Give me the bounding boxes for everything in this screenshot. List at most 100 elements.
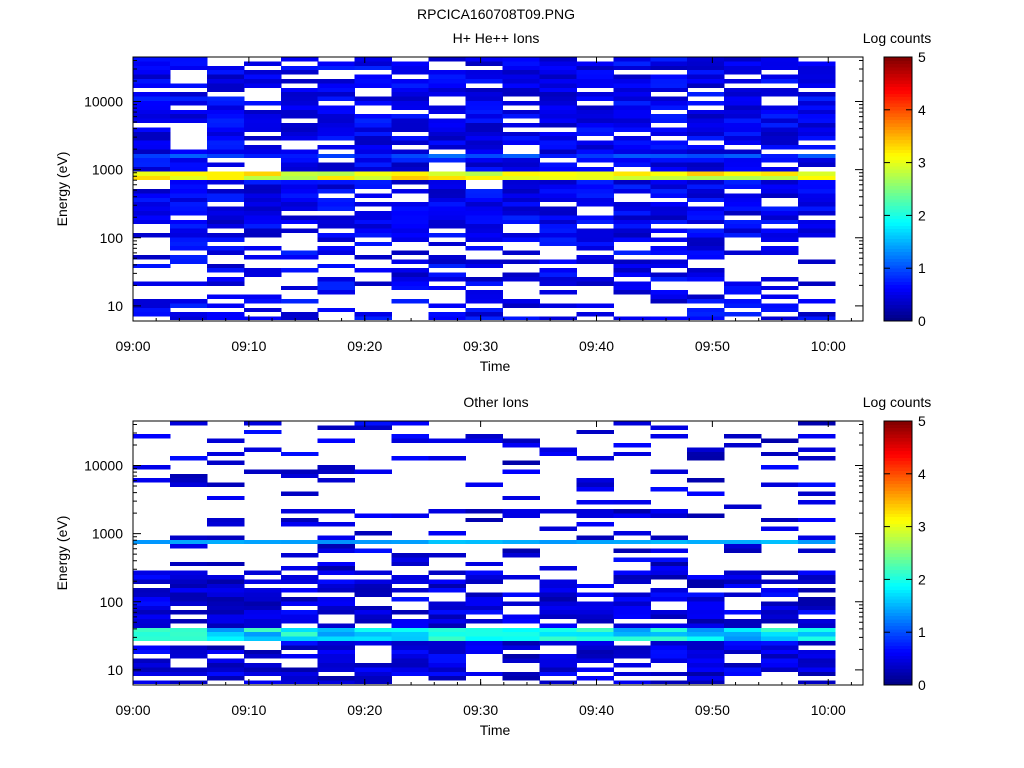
heatmap-cell xyxy=(613,592,651,597)
heatmap-cell xyxy=(465,162,503,167)
colorbar-segment xyxy=(884,198,912,203)
heatmap-cell xyxy=(391,513,430,518)
heatmap-cell xyxy=(539,671,577,677)
heatmap-cell xyxy=(280,250,319,255)
heatmap-cell xyxy=(650,623,688,628)
heatmap-cell xyxy=(576,654,614,659)
heatmap-cell xyxy=(169,158,208,163)
heatmap-cell xyxy=(280,215,319,220)
heatmap-cell xyxy=(428,570,467,575)
heatmap-cell xyxy=(539,105,577,110)
colorbar-segment xyxy=(884,661,912,666)
heatmap-cell xyxy=(724,211,762,216)
heatmap-cell xyxy=(280,553,319,558)
heatmap-cell xyxy=(502,303,540,308)
heatmap-cell xyxy=(317,667,356,672)
colorbar-segment xyxy=(884,80,912,84)
heatmap-cell xyxy=(724,667,762,672)
colorbar-segment xyxy=(884,235,912,239)
heatmap-cell xyxy=(206,583,245,589)
heatmap-cell xyxy=(465,114,503,119)
heatmap-cell xyxy=(280,87,319,93)
heatmap-cell xyxy=(354,610,393,615)
heatmap-cell xyxy=(391,206,430,211)
heatmap-cell xyxy=(317,184,356,189)
heatmap-cell xyxy=(243,619,282,624)
heatmap-cell xyxy=(539,627,577,633)
heatmap-cell xyxy=(280,285,319,291)
heatmap-cell xyxy=(428,83,467,88)
heatmap-cell xyxy=(391,61,430,66)
heatmap-cell xyxy=(133,579,171,584)
heatmap-cell xyxy=(502,83,540,88)
heatmap-cell xyxy=(354,425,393,430)
heatmap-cell xyxy=(354,676,393,681)
heatmap-cell xyxy=(724,671,762,677)
x-tick-label: 09:50 xyxy=(695,702,730,718)
heatmap-cell xyxy=(687,184,725,189)
heatmap-cell xyxy=(576,539,614,545)
y-axis-label: Energy (eV) xyxy=(54,516,70,591)
heatmap-cell xyxy=(724,65,762,71)
heatmap-cell xyxy=(133,74,171,79)
heatmap-cell xyxy=(724,570,762,575)
heatmap-cell xyxy=(206,667,245,672)
heatmap-cell xyxy=(317,539,356,545)
colorbar-segment xyxy=(884,96,912,101)
heatmap-cell xyxy=(798,575,836,580)
heatmap-cell xyxy=(576,118,614,123)
heatmap-cell xyxy=(724,197,762,203)
heatmap-cell xyxy=(798,197,836,203)
heatmap-cell xyxy=(280,57,319,62)
colorbar-segment xyxy=(884,195,912,200)
heatmap-cell xyxy=(613,175,651,181)
heatmap-cell xyxy=(133,83,171,88)
heatmap-cell xyxy=(539,136,577,141)
heatmap-cell xyxy=(280,149,319,154)
heatmap-cell xyxy=(576,193,614,198)
heatmap-cell xyxy=(687,145,725,150)
heatmap-cell xyxy=(613,158,651,163)
heatmap-cell xyxy=(502,259,540,264)
heatmap-cell xyxy=(724,193,762,198)
heatmap-cell xyxy=(354,627,393,633)
heatmap-cell xyxy=(650,654,688,659)
heatmap-cell xyxy=(428,623,467,628)
heatmap-cell xyxy=(280,158,319,163)
heatmap-cell xyxy=(502,153,540,159)
heatmap-cell xyxy=(391,189,430,194)
x-tick-label: 09:20 xyxy=(347,702,382,718)
heatmap-cell xyxy=(206,592,245,597)
heatmap-cell xyxy=(613,268,651,273)
heatmap-cell xyxy=(465,561,503,567)
x-tick-label: 09:00 xyxy=(115,338,150,354)
heatmap-cell xyxy=(428,189,467,194)
colorbar-segment xyxy=(884,430,912,435)
heatmap-cell xyxy=(169,65,208,71)
heatmap-cell xyxy=(724,539,762,545)
colorbar-segment xyxy=(884,549,912,554)
colorbar-segment xyxy=(884,103,912,107)
colorbar-segment xyxy=(884,635,912,640)
heatmap-cell xyxy=(650,140,688,145)
heatmap-cell xyxy=(465,290,503,295)
colorbar-segment xyxy=(884,460,912,465)
heatmap-cell xyxy=(650,636,688,641)
heatmap-cell xyxy=(243,307,282,313)
heatmap-cell xyxy=(391,636,430,641)
heatmap-cell xyxy=(428,645,467,650)
heatmap-cell xyxy=(613,316,651,320)
heatmap-cell xyxy=(576,109,614,115)
heatmap-cell xyxy=(761,233,799,238)
heatmap-cell xyxy=(502,548,540,553)
colorbar-segment xyxy=(884,291,912,296)
heatmap-cell xyxy=(798,114,836,119)
heatmap-cell xyxy=(428,312,467,317)
heatmap-cell xyxy=(206,180,245,185)
heatmap-cell xyxy=(576,649,614,655)
x-tick-label: 09:30 xyxy=(463,338,498,354)
heatmap-cell xyxy=(243,136,282,141)
heatmap-cell xyxy=(761,303,799,308)
heatmap-cell xyxy=(576,180,614,185)
heatmap-cell xyxy=(650,539,688,545)
